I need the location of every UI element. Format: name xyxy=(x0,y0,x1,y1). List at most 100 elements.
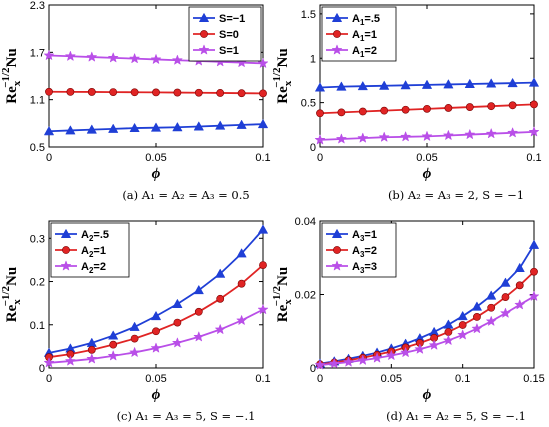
data-point xyxy=(237,89,246,98)
legend: A2=.5 A2=1 A2=2 xyxy=(50,222,130,278)
y-tick-label: 0.04 xyxy=(295,216,316,228)
data-point xyxy=(336,81,347,91)
data-point xyxy=(109,340,118,349)
data-point xyxy=(315,82,325,92)
x-axis-label: ϕ xyxy=(423,387,432,403)
panel-caption: (a) A₁ = A₂ = A₃ = 0.5 xyxy=(122,188,249,202)
data-point xyxy=(530,100,538,109)
legend-marker xyxy=(333,246,341,254)
x-tick-label: 0 xyxy=(317,152,323,164)
x-tick-label: 0.1 xyxy=(455,373,470,385)
panel-caption: (c) A₁ = A₃ = 5, S = −.1 xyxy=(117,409,256,423)
series-line xyxy=(319,271,535,366)
data-point xyxy=(130,88,139,97)
legend-label: S=1 xyxy=(219,45,239,57)
data-point xyxy=(237,279,246,288)
data-point xyxy=(216,89,225,97)
data-point xyxy=(514,299,525,310)
data-point xyxy=(109,88,118,96)
legend-label: A1=2 xyxy=(352,45,377,59)
series-2 xyxy=(45,87,267,98)
data-point xyxy=(372,352,383,363)
y-axis-label: Rex−1/2Nu xyxy=(271,267,294,323)
legend-label: A1=1 xyxy=(352,29,377,43)
y-tick-label: 0.5 xyxy=(30,142,45,154)
data-point xyxy=(400,80,411,90)
legend: S=−1 S=0 S=1 xyxy=(188,6,262,62)
data-point xyxy=(357,132,368,143)
data-point xyxy=(193,331,204,342)
data-point xyxy=(65,355,76,366)
data-point xyxy=(172,122,183,132)
data-point xyxy=(236,315,247,325)
y-tick-label: 0 xyxy=(310,142,316,154)
x-tick-label: 0.05 xyxy=(145,152,166,164)
data-point xyxy=(457,329,468,340)
data-point xyxy=(258,224,268,234)
data-point xyxy=(486,128,497,139)
data-point xyxy=(173,88,182,97)
x-tick-label: 0.05 xyxy=(145,373,166,385)
data-point xyxy=(194,307,203,316)
data-point xyxy=(129,123,140,133)
data-point xyxy=(386,350,397,360)
legend-marker xyxy=(331,260,343,271)
data-point xyxy=(414,343,425,354)
legend-marker xyxy=(198,44,210,55)
data-point xyxy=(336,133,347,144)
legend: A3=1 A3=2 A3=3 xyxy=(321,222,397,278)
data-point xyxy=(357,81,368,91)
data-point xyxy=(429,339,440,350)
data-point xyxy=(486,290,497,300)
legend-marker xyxy=(332,229,342,238)
y-tick-label: 0.3 xyxy=(30,233,45,245)
data-point xyxy=(529,77,539,87)
data-point xyxy=(259,89,267,98)
legend-marker xyxy=(199,13,209,22)
data-point xyxy=(257,304,269,314)
y-tick-label: 0.02 xyxy=(295,290,316,302)
panel-c: 0 0.05 0.100.10.20.3ϕRex−1/2NuA2=.5A2=1A2=… xyxy=(0,220,271,423)
panel-caption: (b) A₂ = A₃ = 2, S = −1 xyxy=(388,188,524,202)
data-point xyxy=(337,108,346,117)
data-point xyxy=(151,122,161,132)
series-3 xyxy=(43,304,269,368)
data-point xyxy=(236,248,247,258)
data-point xyxy=(65,50,76,61)
x-tick-label: 0.1 xyxy=(255,152,270,164)
data-point xyxy=(172,54,183,65)
x-tick-label: 0.05 xyxy=(381,373,402,385)
legend-marker xyxy=(333,30,341,38)
panel-b: 0 0.05 0.1 0 0.5 1 1.5 ϕ Rex−1/2Nu A1=.5 A1=1 A1=2 (… xyxy=(271,4,542,202)
x-tick-label: 0 xyxy=(46,373,52,385)
x-tick-label: 0.1 xyxy=(526,152,541,164)
data-point xyxy=(87,345,96,354)
data-point xyxy=(400,131,411,142)
data-point xyxy=(421,131,433,141)
x-axis-label: ϕ xyxy=(152,387,161,403)
legend-marker xyxy=(200,30,208,38)
data-point xyxy=(379,131,390,142)
data-point xyxy=(487,303,496,312)
data-point xyxy=(443,130,454,140)
data-point xyxy=(486,78,497,88)
legend-label: S=−1 xyxy=(219,13,245,25)
y-tick-label: 0.2 xyxy=(30,277,45,289)
data-point xyxy=(172,299,183,308)
x-tick-label: 0 xyxy=(46,152,52,164)
data-point xyxy=(259,261,267,269)
data-point xyxy=(530,267,538,276)
data-point xyxy=(150,54,162,64)
data-point xyxy=(314,134,326,145)
data-point xyxy=(457,311,468,321)
data-point xyxy=(528,291,540,301)
data-point xyxy=(129,53,140,63)
legend-marker xyxy=(60,260,72,271)
legend-label: A2=.5 xyxy=(81,229,109,243)
data-point xyxy=(65,125,76,135)
data-point xyxy=(215,268,226,278)
legend-label: A1=.5 xyxy=(352,13,380,27)
data-point xyxy=(472,301,482,311)
x-tick-label: 0.15 xyxy=(523,373,544,385)
series-2 xyxy=(45,261,267,362)
